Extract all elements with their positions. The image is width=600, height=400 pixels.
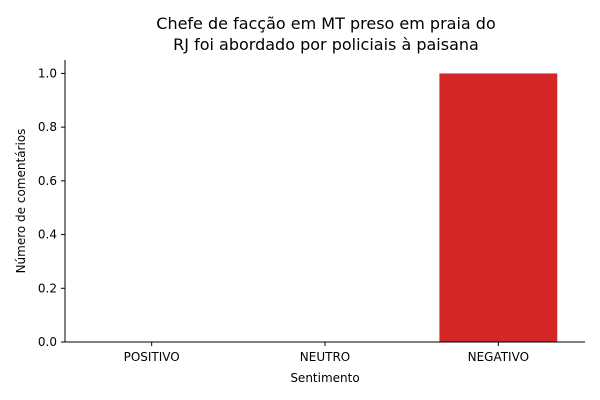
bar-negativo <box>439 73 558 343</box>
bars-group <box>439 73 558 343</box>
chart-title-line-2: RJ foi abordado por policiais à paisana <box>173 35 479 54</box>
chart-title: Chefe de facção em MT preso em praia do … <box>156 14 495 54</box>
y-tick-label: 0.2 <box>38 281 57 295</box>
axes-frame <box>64 60 585 343</box>
y-axis-ticks: 0.0 0.2 0.4 0.6 0.8 1.0 <box>38 66 65 349</box>
y-tick-label: 0.6 <box>38 174 57 188</box>
y-tick-label: 0.4 <box>38 228 57 242</box>
x-axis-label: Sentimento <box>290 371 359 385</box>
x-tick-label-positivo: POSITIVO <box>124 350 180 364</box>
x-axis-ticks: POSITIVO NEUTRO NEGATIVO <box>124 342 529 364</box>
chart-title-line-1: Chefe de facção em MT preso em praia do <box>156 14 495 33</box>
x-tick-label-neutro: NEUTRO <box>300 350 350 364</box>
y-tick-label: 1.0 <box>38 66 57 80</box>
x-tick-label-negativo: NEGATIVO <box>468 350 529 364</box>
y-axis-label: Número de comentários <box>14 129 28 274</box>
y-tick-label: 0.0 <box>38 335 57 349</box>
y-tick-label: 0.8 <box>38 120 57 134</box>
